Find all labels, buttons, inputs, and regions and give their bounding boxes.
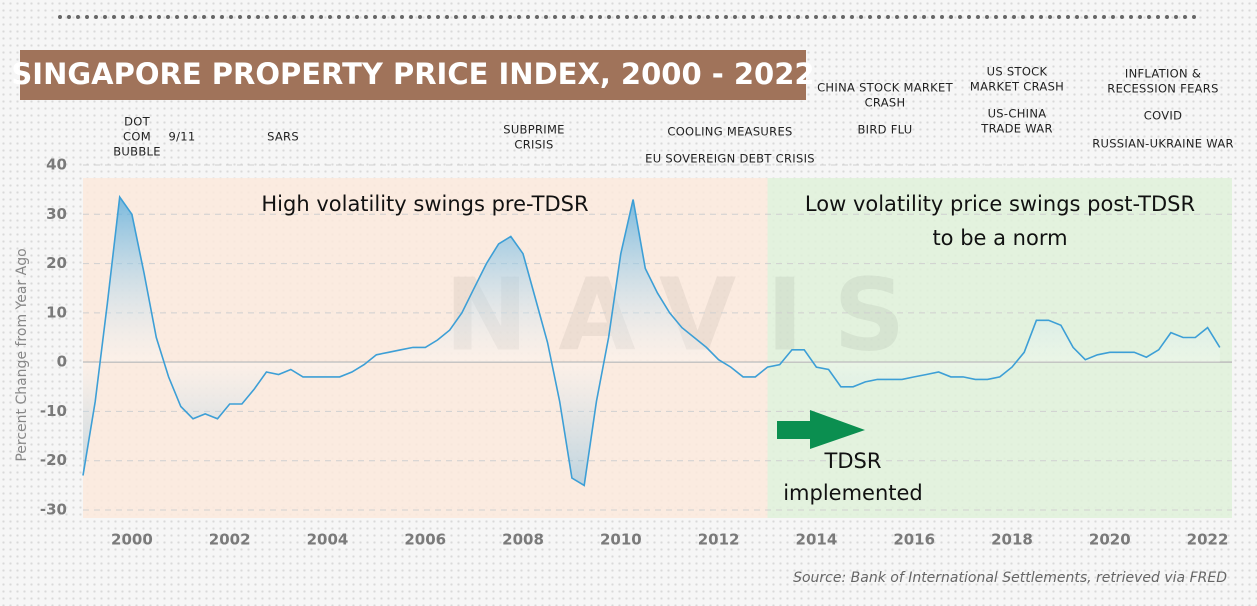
x-tick-label: 2020 [1089, 531, 1131, 549]
x-tick-label: 2014 [796, 531, 838, 549]
y-tick-label: 10 [46, 303, 67, 321]
event-label: INFLATION & [1125, 67, 1201, 81]
event-label: EU SOVEREIGN DEBT CRISIS [645, 152, 815, 166]
event-label: COM [123, 130, 151, 144]
event-label: US STOCK [987, 65, 1048, 79]
y-tick-label: -30 [40, 501, 67, 519]
event-label: COOLING MEASURES [667, 125, 792, 139]
x-tick-label: 2006 [404, 531, 446, 549]
x-tick-label: 2018 [991, 531, 1033, 549]
event-label: DOT [124, 115, 151, 129]
y-tick-label: 0 [57, 353, 67, 371]
title-banner [20, 50, 806, 100]
regions [83, 178, 1232, 518]
event-label: TRADE WAR [980, 122, 1053, 136]
marks [82, 194, 1221, 487]
event-label: RECESSION FEARS [1107, 82, 1218, 96]
event-label: 9/11 [168, 130, 195, 144]
event-label: BIRD FLU [857, 123, 912, 137]
region-label: to be a norm [932, 226, 1067, 250]
event-label: MARKET CRASH [970, 80, 1064, 94]
event-label: SUBPRIME [503, 123, 565, 137]
x-tick-label: 2000 [111, 531, 153, 549]
source: Source: Bank of International Settlement… [793, 570, 1227, 586]
event-label: COVID [1144, 109, 1183, 123]
chart-title: SINGAPORE PROPERTY PRICE INDEX, 2000 - 2… [11, 57, 814, 91]
labels: High volatility swings pre-TDSR Low volat… [40, 65, 1234, 549]
x-tick-label: 2012 [698, 531, 740, 549]
event-label: US-CHINA [988, 107, 1047, 121]
y-axis-label: Percent Change from Year Ago [14, 248, 30, 461]
y-tick-label: -20 [40, 451, 67, 469]
y-tick-label: 20 [46, 254, 67, 272]
event-label: CRISIS [514, 138, 553, 152]
y-tick-label: 40 [46, 156, 67, 174]
x-tick-label: 2008 [502, 531, 544, 549]
x-tick-label: 2004 [307, 531, 349, 549]
event-label: CRASH [865, 96, 906, 110]
arrow-label: TDSR [824, 449, 882, 473]
arrow-label: implemented [783, 481, 923, 505]
region-label: High volatility swings pre-TDSR [261, 192, 588, 216]
y-tick-label: 30 [46, 205, 67, 223]
arrow [777, 410, 865, 449]
line [82, 194, 1221, 487]
x-tick-label: 2016 [893, 531, 935, 549]
event-label: SARS [267, 130, 299, 144]
region-label: Low volatility price swings post-TDSR [805, 192, 1195, 216]
y-tick-label: -10 [40, 402, 67, 420]
event-label: CHINA STOCK MARKET [817, 81, 953, 95]
area [83, 197, 1220, 486]
x-tick-label: 2022 [1187, 531, 1229, 549]
x-tick-label: 2002 [209, 531, 251, 549]
x-tick-label: 2010 [600, 531, 642, 549]
region [767, 178, 1232, 518]
event-label: RUSSIAN-UKRAINE WAR [1092, 137, 1234, 151]
event-label: BUBBLE [113, 145, 161, 159]
